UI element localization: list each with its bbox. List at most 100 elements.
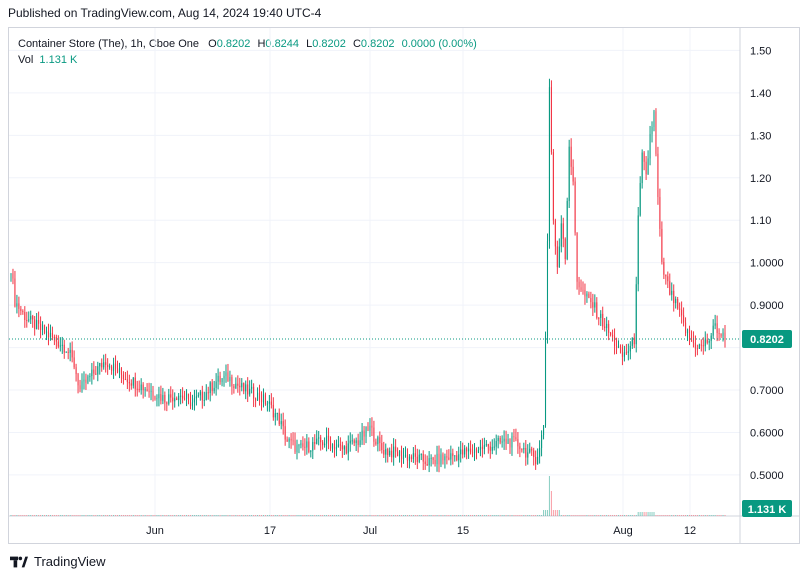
candle-body bbox=[456, 455, 458, 461]
candle-body bbox=[389, 450, 391, 456]
candle-body bbox=[714, 323, 716, 326]
candle-body bbox=[627, 351, 629, 353]
volume-bar bbox=[83, 515, 85, 516]
candle-body bbox=[51, 332, 53, 337]
candle-body bbox=[483, 445, 485, 450]
volume-bar bbox=[306, 515, 308, 516]
candle-body bbox=[34, 319, 36, 330]
candle-body bbox=[578, 281, 580, 288]
candle-body bbox=[497, 437, 499, 442]
volume-bar bbox=[645, 512, 647, 516]
volume-bar bbox=[531, 515, 533, 516]
candle-body bbox=[288, 438, 290, 442]
volume-bar bbox=[667, 515, 669, 516]
candle-body bbox=[215, 381, 217, 388]
volume-bar bbox=[554, 510, 556, 516]
volume-bar bbox=[404, 515, 407, 516]
candle-body bbox=[343, 446, 345, 450]
volume-bar bbox=[158, 515, 160, 516]
candle-body bbox=[201, 391, 203, 401]
candle-body bbox=[268, 401, 270, 404]
volume-bar bbox=[525, 515, 527, 516]
volume-bar bbox=[286, 515, 288, 516]
volume-bar bbox=[201, 515, 203, 516]
volume-bar bbox=[424, 515, 426, 516]
candle-body bbox=[251, 386, 253, 389]
candle-body bbox=[712, 325, 714, 336]
volume-bar bbox=[395, 515, 397, 516]
tradingview-footer[interactable]: TradingView bbox=[10, 554, 106, 569]
volume-bar bbox=[485, 515, 487, 516]
candle-body bbox=[404, 454, 407, 456]
volume-bar bbox=[30, 515, 32, 516]
volume-bar bbox=[669, 515, 671, 516]
volume-bar bbox=[594, 515, 596, 516]
volume-bar bbox=[26, 515, 28, 516]
candle-body bbox=[85, 379, 87, 383]
candle-body bbox=[710, 335, 712, 341]
volume-bar bbox=[32, 515, 34, 516]
volume-bar bbox=[316, 515, 318, 516]
tradingview-brand-label: TradingView bbox=[34, 554, 106, 569]
volume-bar bbox=[556, 510, 558, 516]
volume-bar bbox=[20, 515, 22, 516]
volume-bar bbox=[268, 515, 270, 516]
candle-body bbox=[679, 308, 681, 310]
volume-bar bbox=[107, 515, 109, 516]
candle-body bbox=[458, 454, 460, 461]
volume-bar bbox=[692, 515, 694, 516]
candle-body bbox=[651, 126, 653, 135]
candle-body bbox=[42, 325, 44, 330]
volume-bar bbox=[505, 515, 507, 516]
volume-bar bbox=[22, 515, 24, 516]
candle-body bbox=[702, 345, 704, 347]
candle-body bbox=[180, 395, 182, 397]
volume-bar bbox=[377, 515, 379, 516]
price-tick-label: 0.6000 bbox=[750, 427, 784, 439]
volume-bar bbox=[529, 515, 531, 516]
candle-body bbox=[95, 373, 97, 375]
candle-body bbox=[385, 449, 387, 455]
volume-bar bbox=[641, 512, 643, 516]
volume-bar bbox=[329, 515, 332, 516]
volume-bar bbox=[347, 515, 349, 516]
candle-body bbox=[495, 441, 497, 447]
legend-symbol[interactable]: Container Store (The), 1h, Cboe One bbox=[18, 38, 199, 50]
candle-body bbox=[379, 437, 381, 444]
volume-bar bbox=[138, 515, 140, 516]
legend-change-value: 0.0000 (0.00%) bbox=[401, 38, 477, 50]
candle-body bbox=[235, 383, 237, 389]
volume-bar bbox=[24, 515, 26, 516]
candle-body bbox=[519, 446, 521, 450]
volume-bar bbox=[339, 515, 341, 516]
candle-body bbox=[223, 375, 225, 379]
volume-bar bbox=[47, 515, 50, 516]
volume-bar bbox=[428, 515, 430, 516]
candle-body bbox=[91, 369, 93, 377]
volume-bar bbox=[408, 515, 410, 516]
volume-bar bbox=[552, 510, 554, 516]
volume-bar bbox=[134, 515, 136, 516]
candle-body bbox=[550, 87, 552, 153]
volume-bar bbox=[290, 515, 292, 516]
candle-body bbox=[416, 456, 418, 462]
volume-bar bbox=[647, 512, 649, 516]
volume-bar bbox=[572, 515, 574, 516]
volume-bar bbox=[266, 515, 268, 516]
volume-bar bbox=[235, 515, 237, 516]
volume-bar bbox=[345, 515, 347, 516]
volume-bar bbox=[688, 515, 691, 516]
candle-body bbox=[523, 447, 525, 450]
candle-body bbox=[690, 337, 693, 340]
candle-body bbox=[692, 339, 694, 343]
volume-bar bbox=[391, 515, 393, 516]
volume-bar bbox=[527, 515, 529, 516]
legend-volume-label[interactable]: Vol bbox=[18, 54, 34, 66]
candle-body bbox=[590, 297, 592, 303]
candle-body bbox=[657, 153, 659, 198]
volume-bar bbox=[166, 515, 168, 516]
volume-bar bbox=[225, 515, 227, 516]
candle-body bbox=[341, 445, 343, 450]
candle-body bbox=[38, 320, 40, 324]
